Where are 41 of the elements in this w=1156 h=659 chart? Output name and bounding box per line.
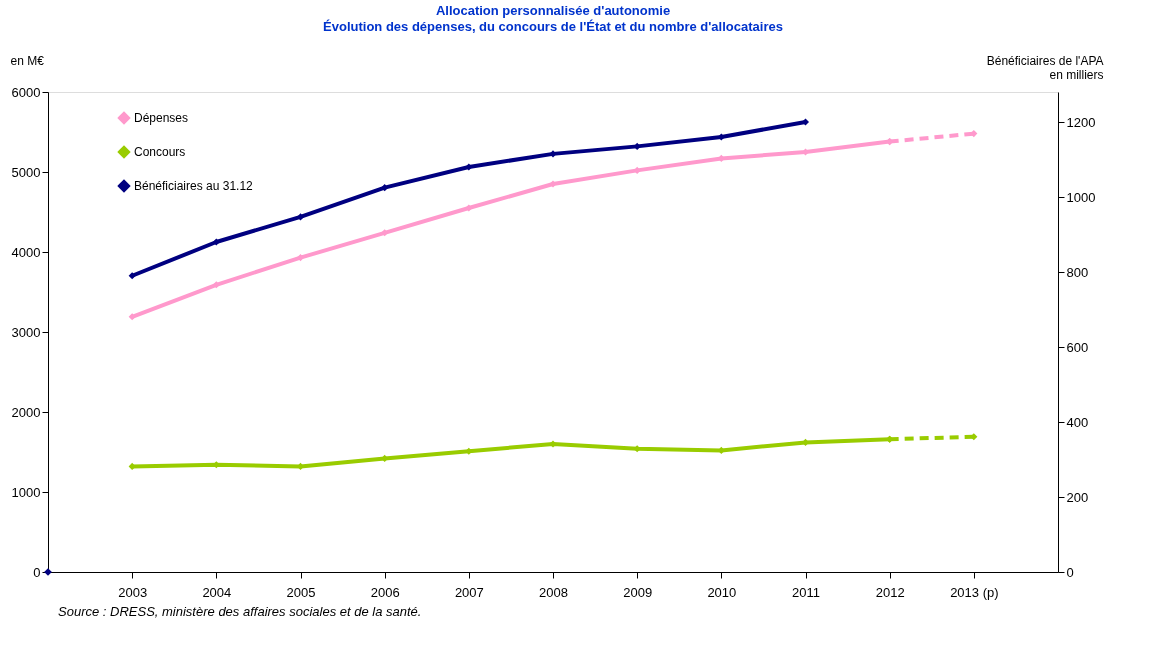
y-tick-label: 5000: [11, 164, 41, 180]
x-tick-label: 2013 (p): [950, 584, 999, 600]
legend-label: Concours: [134, 145, 186, 159]
x-tick-label: 2006: [370, 584, 400, 600]
y2-tick-label: 200: [1066, 489, 1089, 505]
y2-tick-label: 600: [1066, 339, 1089, 355]
x-tick-label: 2004: [202, 584, 232, 600]
x-tick-label: 2003: [118, 584, 148, 600]
y-tick-label: 4000: [11, 244, 41, 260]
y2-tick-label: 0: [1066, 564, 1074, 580]
legend-label: Bénéficiaires au 31.12: [134, 179, 254, 193]
y2-tick-label: 1000: [1066, 189, 1096, 205]
y2-axis-title: Bénéficiaires de l'APA en milliers: [986, 53, 1104, 82]
y2-tick-label: 800: [1066, 264, 1089, 280]
y-tick-label: 6000: [11, 84, 41, 100]
x-tick-label: 2008: [539, 584, 568, 600]
y-tick-label: 1000: [11, 484, 41, 500]
x-tick-label: 2007: [454, 584, 484, 600]
point: [465, 163, 473, 171]
y2-tick-label: 1200: [1066, 114, 1096, 130]
x-tick-label: 2011: [792, 584, 820, 600]
point: [128, 272, 136, 280]
point: [381, 184, 389, 192]
point: [212, 238, 220, 246]
y-tick-label: 3000: [11, 324, 41, 340]
x-tick-label: 2012: [875, 584, 905, 600]
y-tick-label: 0: [33, 564, 41, 580]
point: [128, 462, 136, 470]
x-tick-label: 2005: [286, 584, 316, 600]
chart-title: Allocation personnalisée d'autonomie: [435, 3, 671, 18]
legend-label: Dépenses: [134, 111, 189, 125]
point: [128, 313, 136, 321]
y-tick-label: 2000: [11, 404, 41, 420]
y-axis-title: en M€: [10, 53, 45, 68]
point: [212, 281, 220, 289]
source-note: Source : DRESS, ministère des affaires sociales et de la santé.: [58, 604, 422, 619]
y2-tick-label: 400: [1066, 414, 1089, 430]
x-tick-label: 2010: [707, 584, 737, 600]
point: [549, 150, 557, 158]
x-tick-label: 2009: [623, 584, 653, 600]
chart-subtitle: Évolution des dépenses, du concours de l'État et du nombre d'allocataires: [323, 19, 783, 34]
